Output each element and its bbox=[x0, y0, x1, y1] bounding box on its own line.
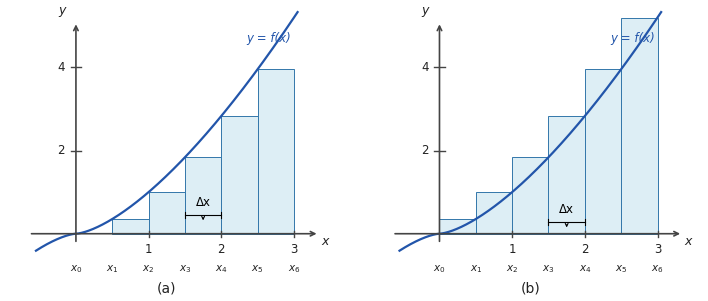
Text: y = f(x): y = f(x) bbox=[246, 32, 292, 45]
Text: $x_{5}$: $x_{5}$ bbox=[615, 264, 627, 275]
Text: 4: 4 bbox=[421, 61, 428, 74]
Bar bbox=[258, 69, 294, 234]
Text: $x_{2}$: $x_{2}$ bbox=[506, 264, 518, 275]
Text: $x_{3}$: $x_{3}$ bbox=[542, 264, 555, 275]
Text: 3: 3 bbox=[290, 243, 297, 256]
Text: $x_{1}$: $x_{1}$ bbox=[106, 264, 118, 275]
Bar bbox=[113, 219, 149, 234]
Text: (a): (a) bbox=[157, 281, 176, 296]
Text: $x_{5}$: $x_{5}$ bbox=[251, 264, 264, 275]
Bar bbox=[149, 192, 185, 234]
Text: $x_{4}$: $x_{4}$ bbox=[215, 264, 227, 275]
Text: $x_{0}$: $x_{0}$ bbox=[69, 264, 82, 275]
Text: 2: 2 bbox=[421, 144, 428, 157]
Text: $x$: $x$ bbox=[685, 235, 695, 248]
Text: $x_{6}$: $x_{6}$ bbox=[287, 264, 300, 275]
Bar bbox=[185, 157, 222, 234]
Bar bbox=[621, 17, 658, 234]
Text: Δx: Δx bbox=[195, 196, 210, 209]
Text: 4: 4 bbox=[57, 61, 65, 74]
Text: $x_{1}$: $x_{1}$ bbox=[469, 264, 482, 275]
Text: 1: 1 bbox=[145, 243, 152, 256]
Text: $y$: $y$ bbox=[421, 5, 431, 20]
Text: 2: 2 bbox=[57, 144, 65, 157]
Text: 3: 3 bbox=[653, 243, 661, 256]
Text: Δx: Δx bbox=[559, 203, 574, 216]
Bar bbox=[476, 192, 512, 234]
Text: 1: 1 bbox=[508, 243, 516, 256]
Text: y = f(x): y = f(x) bbox=[610, 32, 655, 45]
Text: $x$: $x$ bbox=[321, 235, 331, 248]
Text: $x_{6}$: $x_{6}$ bbox=[651, 264, 664, 275]
Bar bbox=[222, 116, 258, 234]
Text: 2: 2 bbox=[217, 243, 225, 256]
Text: $y$: $y$ bbox=[58, 5, 68, 20]
Text: $x_{4}$: $x_{4}$ bbox=[578, 264, 591, 275]
Bar bbox=[585, 69, 621, 234]
Text: 2: 2 bbox=[581, 243, 588, 256]
Text: $x_{2}$: $x_{2}$ bbox=[142, 264, 155, 275]
Bar bbox=[440, 219, 476, 234]
Text: (b): (b) bbox=[520, 281, 540, 296]
Bar bbox=[512, 157, 549, 234]
Text: $x_{3}$: $x_{3}$ bbox=[178, 264, 191, 275]
Text: $x_{0}$: $x_{0}$ bbox=[433, 264, 446, 275]
Bar bbox=[549, 116, 585, 234]
